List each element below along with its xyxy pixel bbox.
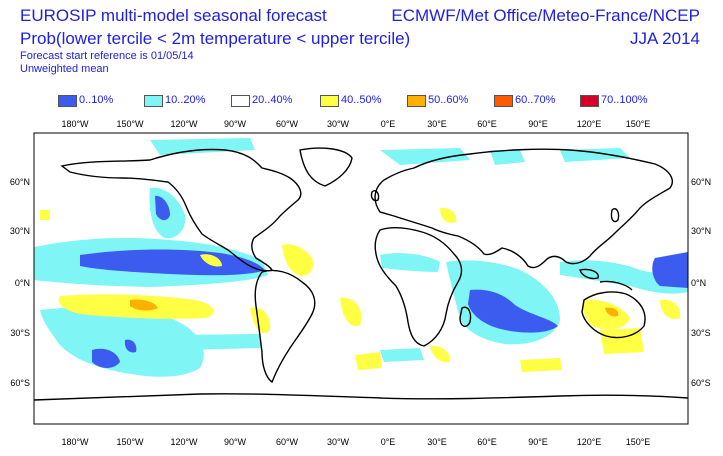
- legend-swatch: [580, 95, 599, 107]
- latitude-labels-left: 60°N 30°N 0°N 30°S 60°S: [10, 177, 30, 388]
- legend-swatch: [231, 95, 250, 107]
- latitude-label: 30°S: [691, 328, 711, 338]
- mean-type: Unweighted mean: [20, 63, 109, 75]
- forecast-reference: Forecast start reference is 01/05/14: [20, 50, 194, 62]
- longitude-label: 0°E: [381, 119, 396, 129]
- longitude-label: 120°W: [170, 437, 198, 447]
- shading-50-60: [130, 299, 619, 317]
- longitude-label: 30°E: [427, 437, 447, 447]
- legend-swatch: [144, 95, 163, 107]
- legend-swatch: [494, 95, 513, 107]
- longitude-label: 150°W: [116, 437, 144, 447]
- latitude-label: 60°N: [691, 177, 711, 187]
- map-title: EUROSIP multi-model seasonal forecast: [20, 6, 327, 25]
- latitude-labels-right: 60°N 30°N 0°N 30°S 60°S: [691, 177, 711, 388]
- longitude-label: 60°E: [477, 119, 497, 129]
- legend-label: 50..60%: [428, 94, 469, 106]
- legend-swatch: [407, 95, 426, 107]
- legend-swatch: [58, 95, 77, 107]
- longitude-label: 0°E: [381, 437, 396, 447]
- legend-label: 40..50%: [341, 94, 382, 106]
- map-subtitle: Prob(lower tercile < 2m temperature < up…: [20, 29, 411, 48]
- centres-title: ECMWF/Met Office/Meteo-France/NCEP: [391, 6, 700, 25]
- longitude-labels-bottom: 180°W 150°W 120°W 90°W 60°W 30°W 0°E 30°E 60°E 90…: [61, 437, 650, 447]
- longitude-label: 180°W: [61, 437, 89, 447]
- latitude-label: 30°N: [691, 226, 711, 236]
- longitude-label: 120°E: [577, 119, 602, 129]
- legend-label: 20..40%: [252, 94, 293, 106]
- longitude-label: 60°W: [276, 437, 299, 447]
- longitude-label: 60°E: [477, 437, 497, 447]
- longitude-label: 90°E: [528, 437, 548, 447]
- longitude-label: 90°E: [528, 119, 548, 129]
- map-frame: [33, 132, 689, 425]
- longitude-label: 150°W: [116, 119, 144, 129]
- shading-0-10: [80, 195, 688, 368]
- latitude-label: 60°S: [10, 378, 30, 388]
- longitude-label: 180°W: [61, 119, 89, 129]
- longitude-label: 30°W: [327, 437, 350, 447]
- season-label: JJA 2014: [630, 29, 700, 48]
- latitude-label: 60°N: [10, 177, 30, 187]
- legend-label: 70..100%: [601, 94, 648, 106]
- latitude-label: 30°N: [10, 226, 30, 236]
- legend-label: 60..70%: [515, 94, 556, 106]
- coastlines: [33, 147, 689, 401]
- longitude-label: 150°E: [626, 437, 651, 447]
- longitude-label: 150°E: [626, 119, 651, 129]
- longitude-label: 90°W: [224, 119, 247, 129]
- longitude-labels-top: 180°W 150°W 120°W 90°W 60°W 30°W 0°E 30°E 60°E 90…: [61, 119, 650, 129]
- longitude-label: 30°W: [327, 119, 350, 129]
- latitude-label: 30°S: [10, 328, 30, 338]
- legend-swatch: [320, 95, 339, 107]
- longitude-label: 60°W: [276, 119, 299, 129]
- longitude-label: 120°W: [170, 119, 198, 129]
- latitude-label: 0°N: [15, 278, 30, 288]
- legend-label: 10..20%: [165, 94, 206, 106]
- latitude-label: 60°S: [691, 378, 711, 388]
- longitude-label: 30°E: [427, 119, 447, 129]
- longitude-label: 90°W: [224, 437, 247, 447]
- legend-label: 0..10%: [79, 94, 114, 106]
- latitude-label: 0°N: [691, 278, 706, 288]
- longitude-label: 120°E: [577, 437, 602, 447]
